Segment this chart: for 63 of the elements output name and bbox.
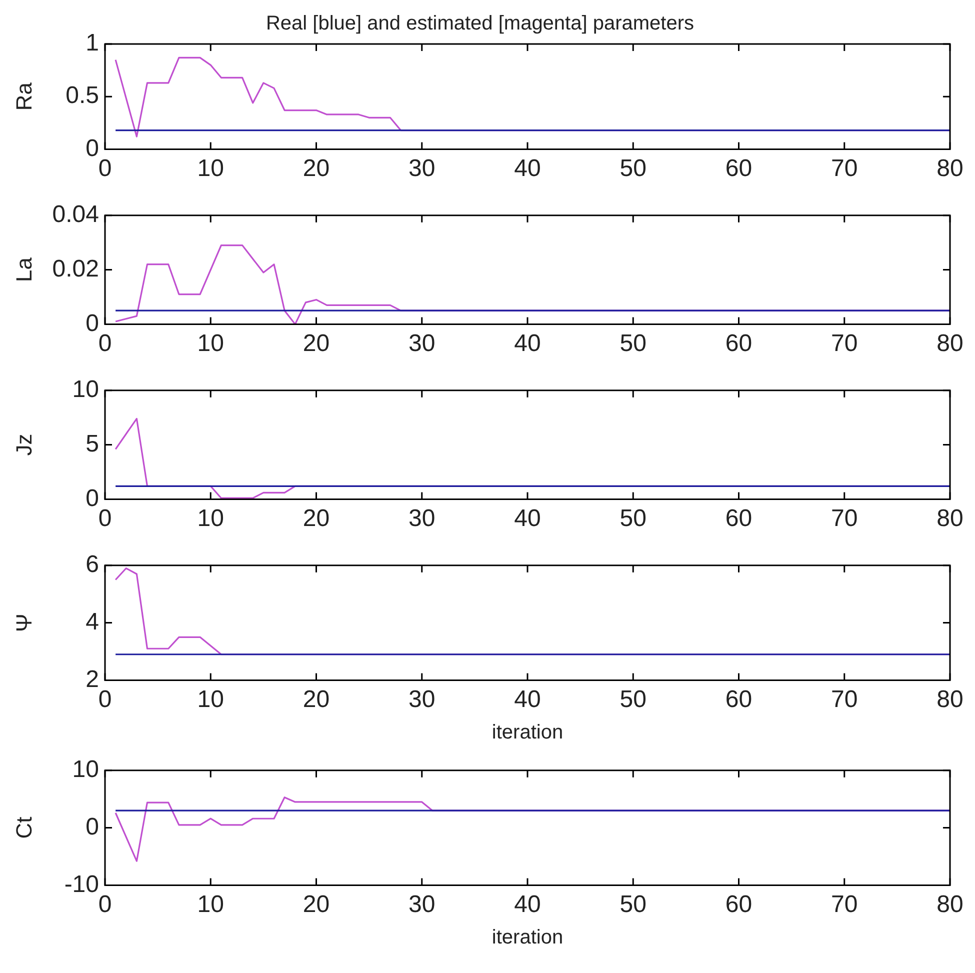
x-tick-label: 80 [936,330,964,358]
x-tick-label: 80 [936,505,964,532]
y-tick-label: 4 [86,608,99,636]
x-tick-label: 20 [302,686,330,714]
x-tick-label: 70 [831,891,858,918]
x-tick-label: 80 [936,686,964,714]
x-tick-label: 10 [197,686,224,714]
y-tick-label: 0.04 [52,201,99,228]
x-tick-label: 60 [725,891,752,918]
x-tick-label: 20 [302,505,330,532]
x-tick-label: 40 [514,330,541,358]
x-tick-label: 20 [302,891,330,918]
x-tick-label: 40 [514,505,541,532]
x-axis-title: iteration [492,926,564,949]
x-tick-label: 30 [408,891,436,918]
x-tick-label: 20 [302,330,330,358]
x-tick-label: 80 [936,155,964,182]
x-tick-label: 60 [725,686,752,714]
x-tick-label: 70 [831,155,858,182]
y-tick-label: 10 [72,756,99,784]
y-tick-label: 0 [86,484,99,512]
y-axis-title: Ra [11,82,36,111]
y-tick-label: 2 [86,666,99,693]
x-tick-label: 70 [831,505,858,532]
x-tick-label: 50 [620,891,646,918]
y-tick-label: 1 [86,30,99,57]
y-tick-label: 0.5 [66,82,99,110]
y-tick-label: 10 [72,376,99,404]
x-tick-label: 20 [302,155,330,182]
x-tick-label: 30 [408,330,436,358]
y-tick-label: 6 [86,551,99,578]
x-tick-label: 30 [408,155,436,182]
x-tick-label: 50 [620,686,646,714]
y-tick-label: -10 [64,870,99,898]
x-tick-label: 70 [831,330,858,358]
y-tick-label: 0 [86,813,99,840]
x-tick-label: 10 [197,330,224,358]
y-tick-label: 0 [86,310,99,337]
x-tick-label: 30 [408,505,436,532]
x-tick-label: 40 [514,155,541,182]
y-tick-label: 0.02 [52,255,99,282]
x-tick-label: 10 [197,891,224,918]
x-tick-label: 60 [725,155,752,182]
x-tick-label: 10 [197,155,224,182]
x-tick-label: 60 [725,330,752,358]
y-axis-title: Ct [11,816,36,839]
x-axis-title: iteration [492,722,564,744]
chart-title: Real [blue] and estimated [magenta] parameters [266,12,694,35]
y-axis-title: Jz [11,434,36,456]
y-axis-title: La [11,256,36,282]
x-tick-label: 50 [620,330,646,358]
y-axis-title: Ψ [11,614,36,632]
x-tick-label: 50 [620,505,646,532]
x-tick-label: 80 [936,891,964,918]
x-tick-label: 30 [408,686,436,714]
y-tick-label: 0 [86,134,99,162]
x-tick-label: 10 [197,505,224,532]
x-tick-label: 50 [620,155,646,182]
y-tick-label: 5 [86,430,99,458]
x-tick-label: 60 [725,505,752,532]
x-tick-label: 40 [514,686,541,714]
x-tick-label: 70 [831,686,858,714]
x-tick-label: 40 [514,891,541,918]
